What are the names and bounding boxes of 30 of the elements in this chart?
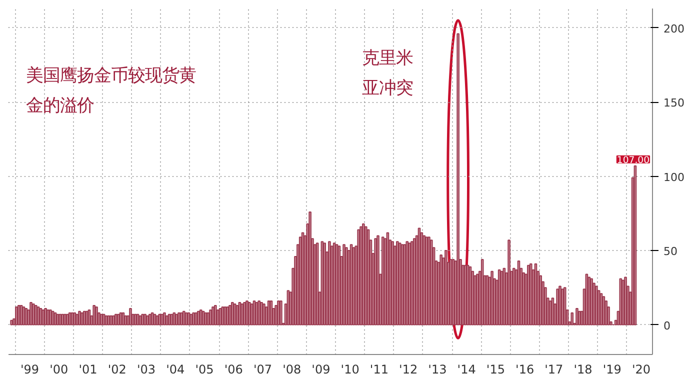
x-tick-label: '13 (428, 362, 447, 376)
data-label: 107.00 (616, 154, 650, 166)
y-tick-label: 0 (664, 319, 670, 332)
x-tick-label: '17 (544, 362, 564, 376)
x-tick-label: '06 (224, 362, 243, 376)
x-tick-label: '19 (602, 362, 622, 376)
y-tick-label: 200 (664, 22, 684, 36)
x-tick-label: '09 (312, 362, 330, 376)
x-tick-label: '02 (108, 362, 126, 376)
x-tick-label: '20 (632, 362, 651, 376)
x-tick-label: '04 (166, 362, 185, 376)
x-tick-label: '10 (340, 362, 360, 376)
x-tick-label: '01 (78, 362, 98, 376)
x-tick-label: '99 (20, 362, 40, 376)
x-tick-label: '18 (574, 362, 592, 376)
x-tick-label: '03 (136, 362, 156, 376)
x-tick-label: '16 (516, 362, 534, 376)
x-tick-label: '15 (486, 362, 505, 376)
x-tick-label: '08 (282, 362, 302, 376)
x-tick-label: '05 (195, 362, 214, 376)
y-tick-label: 100 (664, 170, 684, 184)
y-tick-label: 150 (664, 96, 684, 110)
x-tick-label: '14 (457, 362, 476, 376)
x-tick-label: '07 (253, 362, 272, 376)
x-tick-label: '00 (50, 362, 68, 376)
x-tick-label: '11 (370, 362, 388, 376)
y-tick-label: 50 (664, 245, 678, 258)
x-tick-label: '12 (399, 362, 418, 376)
annotation: 克里米亚冲突 (362, 48, 413, 99)
text: 美国鹰扬金币较现货黄金的溢价 (26, 66, 196, 116)
